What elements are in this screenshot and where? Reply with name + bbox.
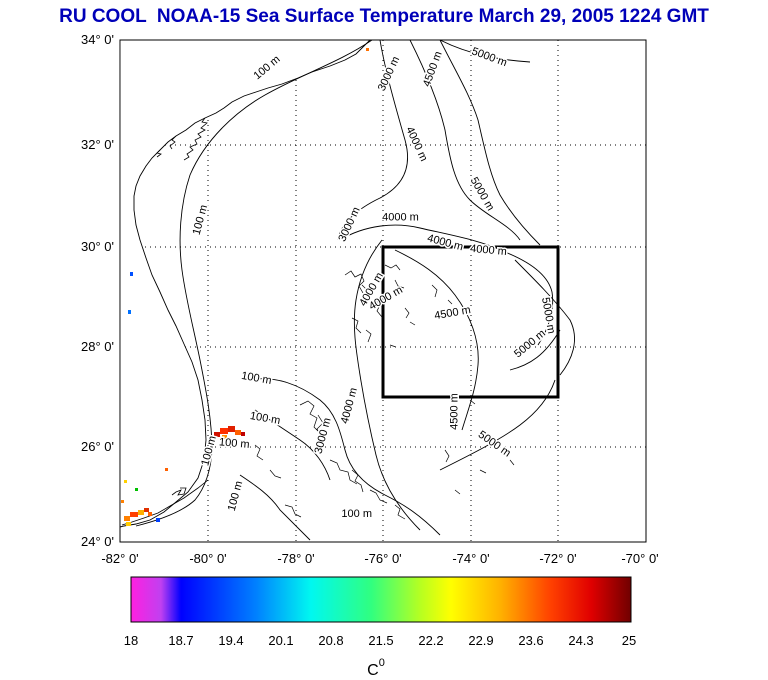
contour-label-halo: 4000 m xyxy=(470,243,508,258)
latitude-tick-labels: 24° 0' 26° 0' 28° 0' 30° 0' 32° 0' 34° 0… xyxy=(81,32,114,549)
contour-label: 100 m xyxy=(341,508,372,520)
lat-tick-label: 30° 0' xyxy=(81,239,114,254)
colorbar-tick-labels: 18 18.7 19.4 20.1 20.8 21.5 22.2 22.9 23… xyxy=(124,633,636,648)
lat-tick-label: 24° 0' xyxy=(81,534,114,549)
lat-tick-label: 26° 0' xyxy=(81,439,114,454)
georgia-coast-islands xyxy=(156,117,208,161)
contour-label: 100 m xyxy=(249,410,281,427)
lon-tick-label: -72° 0' xyxy=(539,551,576,566)
lat-tick-label: 34° 0' xyxy=(81,32,114,47)
colorbar-tick: 20.1 xyxy=(268,633,293,648)
lon-tick-label: -82° 0' xyxy=(101,551,138,566)
lon-tick-label: -74° 0' xyxy=(452,551,489,566)
unit-symbol: C xyxy=(367,662,379,679)
colorbar-tick: 22.9 xyxy=(468,633,493,648)
contour-label-halo: 100 m xyxy=(341,508,372,520)
lat-tick-label: 28° 0' xyxy=(81,339,114,354)
contour-label-halo: 100 m xyxy=(219,436,251,451)
colorbar-tick: 19.4 xyxy=(218,633,243,648)
colorbar-tick: 18.7 xyxy=(168,633,193,648)
lon-tick-label: -80° 0' xyxy=(189,551,226,566)
sst-pixels xyxy=(121,48,369,526)
study-area-box xyxy=(381,245,560,399)
isobath-5000m-east xyxy=(509,259,575,376)
contour-label: 4000 m xyxy=(470,243,508,258)
colorbar-tick: 25 xyxy=(622,633,636,648)
lat-tick-label: 32° 0' xyxy=(81,137,114,152)
florida-coastline xyxy=(120,40,371,528)
colorbar-tick: 21.5 xyxy=(368,633,393,648)
colorbar-tick: 22.2 xyxy=(418,633,443,648)
lon-tick-label: -76° 0' xyxy=(364,551,401,566)
contour-label: 4000 m xyxy=(382,212,419,224)
florida-keys xyxy=(121,479,209,526)
colorbar-tick: 24.3 xyxy=(568,633,593,648)
bahamas-bank-outline xyxy=(239,378,441,541)
isobath-blake-escarpment xyxy=(353,239,421,531)
bahamas-shoal-detail xyxy=(254,400,406,520)
map-title: RU COOL NOAA-15 Sea Surface Temperature … xyxy=(59,6,709,27)
contour-label-halo: 4000 m xyxy=(382,212,419,224)
isobath-4500m-north xyxy=(409,40,521,241)
isobath-100m-shelf xyxy=(135,40,373,527)
lon-tick-label: -70° 0' xyxy=(621,551,658,566)
colorbar-tick: 20.8 xyxy=(318,633,343,648)
contour-label: 100 m xyxy=(240,370,272,387)
lon-tick-label: -78° 0' xyxy=(277,551,314,566)
isobath-5000m-south xyxy=(439,379,556,471)
isobath-3000m xyxy=(337,40,408,241)
colorbar-swatch xyxy=(130,576,632,623)
isobath-4000m-blake xyxy=(339,224,554,346)
colorbar-unit-label: C0 xyxy=(367,657,385,679)
colorbar-tick: 23.6 xyxy=(518,633,543,648)
contour-label: 100 m xyxy=(219,436,251,451)
colorbar-tick: 18 xyxy=(124,633,138,648)
isobath-4500m-central xyxy=(394,249,479,431)
temperature-colorbar: 18 18.7 19.4 20.1 20.8 21.5 22.2 22.9 23… xyxy=(124,576,636,679)
nearshore-bumps xyxy=(344,264,515,495)
contour-label-halo: 4500 m xyxy=(449,393,461,430)
unit-superscript: 0 xyxy=(379,657,385,669)
longitude-tick-labels: -82° 0' -80° 0' -78° 0' -76° 0' -74° 0' … xyxy=(101,551,658,566)
contour-label: 4500 m xyxy=(449,393,461,430)
isobath-5000m-north xyxy=(439,40,541,246)
